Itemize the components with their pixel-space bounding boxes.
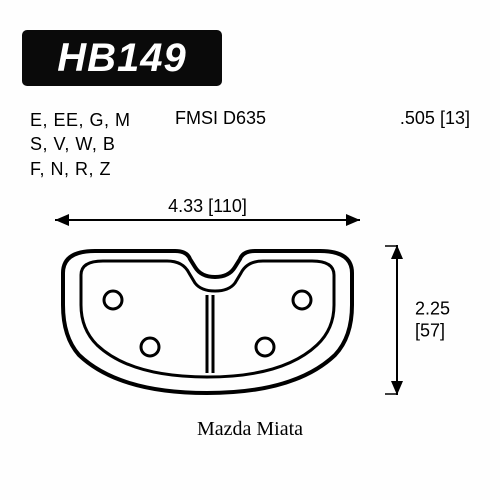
codes-line-1: E, EE, G, M bbox=[30, 108, 131, 132]
width-text: 4.33 [110] bbox=[162, 196, 253, 217]
width-dimension: 4.33 [110] bbox=[55, 200, 360, 240]
thickness-mm: [13] bbox=[440, 108, 470, 128]
part-number-text: HB149 bbox=[57, 36, 187, 81]
codes-line-3: F, N, R, Z bbox=[30, 157, 131, 181]
product-name: Mazda Miata bbox=[0, 418, 500, 441]
width-mm: [110] bbox=[208, 196, 247, 216]
height-text: 2.25 [57] bbox=[415, 298, 450, 341]
codes-line-2: S, V, W, B bbox=[30, 132, 131, 156]
height-mm: [57] bbox=[415, 320, 450, 342]
part-number-label: HB149 bbox=[22, 30, 222, 86]
fmsi-code: FMSI D635 bbox=[175, 108, 266, 129]
thickness-inches: .505 bbox=[400, 108, 435, 128]
width-inches: 4.33 bbox=[168, 196, 203, 216]
height-inches: 2.25 bbox=[415, 298, 450, 320]
thickness-dimension: .505 [13] bbox=[400, 108, 470, 129]
brake-pad-diagram bbox=[55, 245, 360, 405]
height-dimension: 2.25 [57] bbox=[385, 245, 465, 395]
brake-pad-shape-icon bbox=[55, 245, 360, 405]
compound-codes: E, EE, G, M S, V, W, B F, N, R, Z bbox=[30, 108, 131, 181]
